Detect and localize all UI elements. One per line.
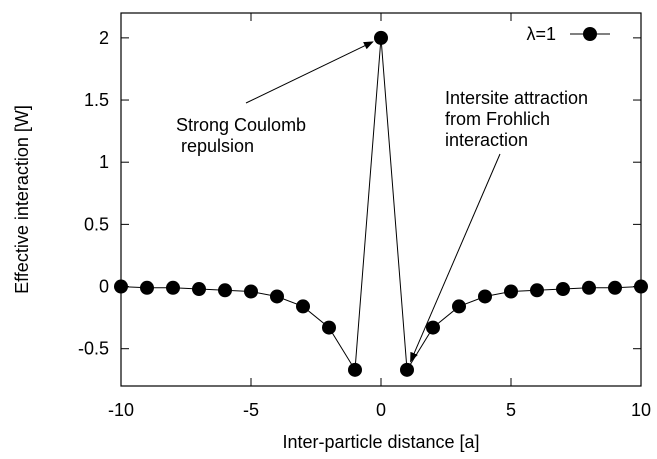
y-tick-label: 1 [99, 152, 109, 172]
x-axis-label: Inter-particle distance [a] [282, 432, 479, 452]
legend-label: λ=1 [526, 24, 556, 44]
data-point [452, 299, 466, 314]
data-point [218, 283, 232, 298]
data-point [114, 279, 128, 294]
x-tick-label: -10 [108, 400, 134, 420]
data-point [504, 284, 518, 299]
data-point [166, 280, 180, 295]
annotation-text: from Frohlich [445, 109, 550, 129]
y-tick-label: 0 [99, 277, 109, 297]
data-point [608, 280, 622, 295]
data-point [348, 362, 362, 377]
annotation-text: interaction [445, 130, 528, 150]
data-point [270, 289, 284, 304]
data-point [634, 279, 648, 294]
x-tick-label: 5 [506, 400, 516, 420]
x-tick-label: 0 [376, 400, 386, 420]
series-layer [114, 30, 648, 377]
data-point [374, 30, 388, 45]
annotation-text: Intersite attraction [445, 88, 588, 108]
data-point [322, 320, 336, 335]
annotation-text: Strong Coulomb [176, 115, 306, 135]
y-tick-label: 2 [99, 28, 109, 48]
data-point [530, 283, 544, 298]
data-point [426, 320, 440, 335]
plot-frame [120, 12, 642, 387]
axes: -10 -5 0 5 10 -0.5 0 0.5 1 1.5 2 [78, 12, 651, 420]
data-point [140, 280, 154, 295]
annotation-arrow [245, 41, 374, 104]
annotations: Strong Coulomb repulsion Intersite attrac… [176, 41, 588, 363]
data-point [556, 282, 570, 297]
annotation-text: repulsion [176, 136, 254, 156]
data-point [296, 299, 310, 314]
legend: λ=1 [526, 24, 610, 44]
y-tick-label: 1.5 [84, 90, 109, 110]
data-point [582, 280, 596, 295]
y-axis-label: Effective interaction [W] [12, 105, 32, 294]
y-tick-label: 0.5 [84, 214, 109, 234]
legend-marker [583, 27, 597, 41]
data-point [244, 284, 258, 299]
y-tick-label: -0.5 [78, 339, 109, 359]
data-point [478, 289, 492, 304]
x-tick-label: 10 [631, 400, 651, 420]
annotation-arrow [410, 153, 501, 363]
data-point [400, 362, 414, 377]
data-point [192, 282, 206, 297]
x-tick-label: -5 [243, 400, 259, 420]
